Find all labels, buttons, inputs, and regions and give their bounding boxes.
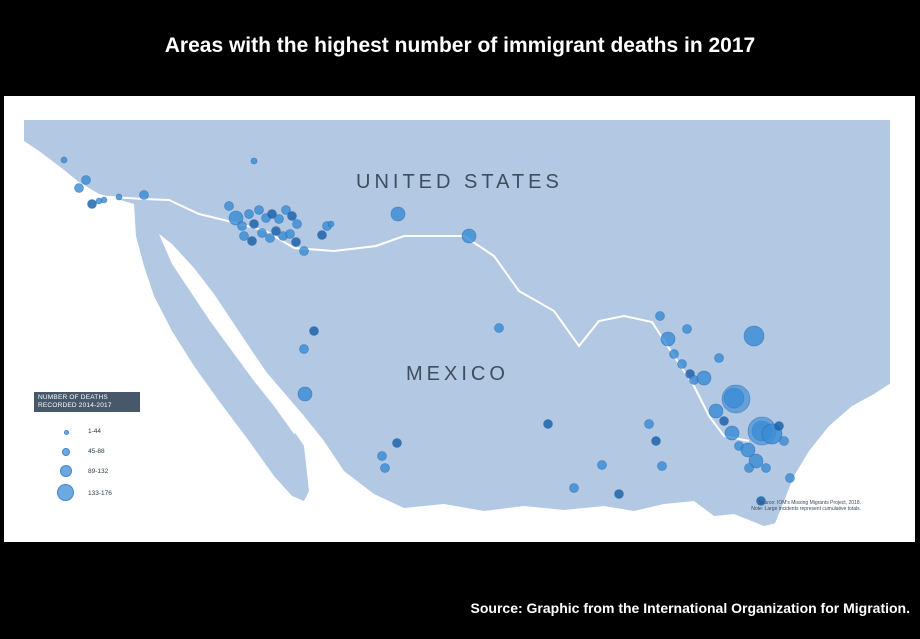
map-legend: NUMBER OF DEATHS RECORDED 2014-2017 1-44… (34, 392, 140, 514)
death-marker (543, 419, 553, 429)
death-marker (721, 384, 751, 414)
note-line-2: Note: Large incidents represent cumulati… (751, 506, 861, 512)
death-marker (81, 175, 91, 185)
legend-label: 89-132 (88, 468, 109, 475)
baja-peninsula (134, 204, 309, 501)
death-marker (682, 324, 692, 334)
death-marker (244, 209, 254, 219)
death-marker (392, 438, 402, 448)
death-marker (774, 421, 784, 431)
legend-dot-l (57, 484, 74, 501)
death-marker (60, 156, 68, 164)
legend-label: 133-176 (88, 490, 112, 497)
death-marker (779, 436, 789, 446)
death-markers (60, 156, 795, 506)
death-marker (249, 219, 259, 229)
death-marker (237, 221, 247, 231)
legend-heading-line2: RECORDED 2014-2017 (38, 402, 112, 409)
death-marker (740, 442, 756, 458)
death-marker (390, 206, 406, 222)
death-marker (660, 331, 676, 347)
death-marker (494, 323, 504, 333)
death-marker (228, 210, 244, 226)
legend-heading: NUMBER OF DEATHS RECORDED 2014-2017 (34, 392, 140, 412)
death-marker (724, 425, 740, 441)
death-marker (299, 344, 309, 354)
map-source-note: Source: IOM's Missing Migrants Project, … (661, 500, 861, 512)
death-marker (299, 246, 309, 256)
death-marker (285, 229, 295, 239)
legend-heading-line1: NUMBER OF DEATHS (38, 394, 108, 401)
death-marker (657, 461, 667, 471)
death-marker (714, 353, 724, 363)
death-marker (614, 489, 624, 499)
death-marker (597, 460, 607, 470)
death-marker (380, 463, 390, 473)
death-marker (744, 463, 754, 473)
note-line-1: Source: IOM's Missing Migrants Project, … (758, 500, 861, 506)
death-marker (309, 326, 319, 336)
death-marker (265, 233, 275, 243)
death-marker (115, 193, 123, 201)
legend-dot-m (60, 465, 72, 477)
label-mexico: MEXICO (406, 363, 509, 385)
death-marker (669, 349, 679, 359)
death-marker (292, 219, 302, 229)
death-marker (274, 214, 284, 224)
legend-row-1: 1-44 (34, 422, 140, 442)
death-marker (748, 453, 764, 469)
death-marker (287, 211, 297, 221)
death-marker (247, 236, 257, 246)
death-marker (761, 463, 771, 473)
us-mexico-border (59, 195, 750, 442)
death-marker (74, 183, 84, 193)
death-marker (719, 416, 729, 426)
death-marker (785, 473, 795, 483)
death-marker (100, 196, 108, 204)
death-marker (651, 436, 661, 446)
death-marker (281, 205, 291, 215)
source-caption: Source: Graphic from the International O… (470, 600, 910, 616)
legend-dot-s (62, 448, 70, 456)
death-marker (461, 228, 477, 244)
legend-label: 1-44 (88, 428, 102, 435)
death-marker (377, 451, 387, 461)
death-marker (87, 199, 97, 209)
death-marker (708, 403, 724, 419)
page-title: Areas with the highest number of immigra… (164, 34, 756, 57)
death-marker (743, 325, 765, 347)
death-marker (139, 190, 149, 200)
gulf-of-mexico (764, 266, 915, 542)
death-marker (655, 311, 665, 321)
legend-dot-xs (64, 430, 69, 435)
death-marker (696, 370, 712, 386)
death-marker (224, 201, 234, 211)
label-united-states: UNITED STATES (356, 171, 563, 193)
legend-row-3: 89-132 (34, 462, 140, 482)
death-marker (257, 228, 267, 238)
death-marker (267, 209, 277, 219)
death-marker (677, 359, 687, 369)
death-marker (271, 226, 281, 236)
death-marker (254, 205, 264, 215)
legend-row-4: 133-176 (34, 484, 140, 504)
death-marker (327, 220, 335, 228)
death-marker (569, 483, 579, 493)
legend-label: 45-88 (88, 448, 105, 455)
legend-row-2: 45-88 (34, 442, 140, 462)
death-marker (297, 386, 313, 402)
death-marker (291, 237, 301, 247)
death-marker (644, 419, 654, 429)
death-marker (756, 496, 766, 506)
death-marker (317, 230, 327, 240)
map-panel: UNITED STATES MEXICO NUMBER OF DEATHS RE… (4, 96, 915, 542)
death-marker (239, 231, 249, 241)
border-deaths-map: UNITED STATES MEXICO (24, 120, 915, 542)
gulf-of-california (159, 234, 304, 434)
death-marker (250, 157, 258, 165)
